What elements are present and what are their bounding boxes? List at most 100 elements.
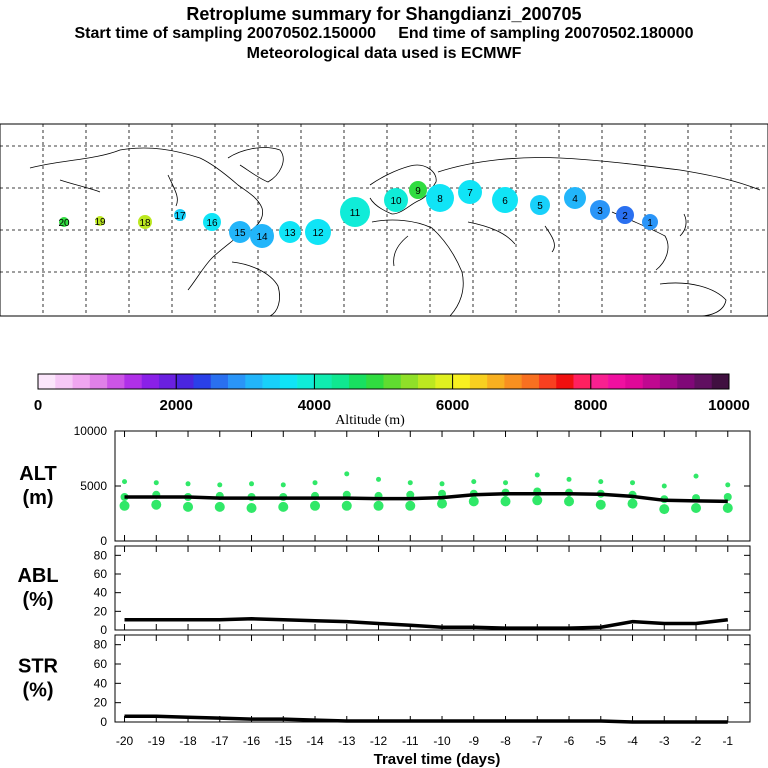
colorbar-swatch bbox=[38, 374, 56, 389]
x-tick-label: -2 bbox=[691, 734, 702, 748]
plume-day-label: 12 bbox=[312, 228, 324, 239]
alt-scatter-point bbox=[217, 482, 223, 488]
abl-series-line bbox=[124, 617, 729, 630]
alt-scatter-point bbox=[153, 480, 159, 486]
alt-scatter-point bbox=[595, 499, 606, 510]
alt-scatter-point bbox=[376, 476, 382, 482]
plume-day-label: 3 bbox=[597, 206, 603, 217]
alt-scatter-point bbox=[278, 501, 289, 512]
alt-scatter-point bbox=[280, 482, 286, 488]
alt-axis-label: (m) bbox=[22, 487, 53, 509]
altitude-colorbar: 0 2000 4000 6000 8000 10000 bbox=[34, 373, 750, 414]
alt-series-line bbox=[124, 491, 728, 504]
abl-y-tick-label: 40 bbox=[94, 586, 108, 600]
plume-day-label: 2 bbox=[622, 211, 628, 222]
plume-day-label: 13 bbox=[284, 228, 296, 239]
x-tick-label: -19 bbox=[148, 734, 166, 748]
alt-panel-frame bbox=[114, 430, 751, 542]
plume-day-label: 20 bbox=[58, 218, 70, 229]
plume-point bbox=[59, 217, 69, 227]
alt-scatter-point bbox=[249, 481, 255, 487]
colorbar-swatch bbox=[659, 374, 678, 389]
plume-day-label: 8 bbox=[437, 194, 443, 205]
plume-point bbox=[305, 219, 331, 245]
x-tick-label: -17 bbox=[211, 734, 229, 748]
map-panel: 20 19 18 17 16 15 14 13 12 11 10 9 8 7 6 5 4 3 2 1 bbox=[0, 123, 768, 317]
plume-point bbox=[279, 221, 301, 243]
alt-scatter-point bbox=[373, 500, 384, 511]
plume-point bbox=[95, 216, 105, 226]
alt-scatter-point bbox=[405, 500, 416, 511]
alt-scatter-point bbox=[725, 482, 731, 488]
str-y-tick-label: 80 bbox=[94, 638, 108, 652]
colorbar-tick-label: 8000 bbox=[574, 397, 607, 414]
plume-point bbox=[203, 213, 221, 231]
plume-point bbox=[340, 197, 370, 227]
colorbar-swatch bbox=[469, 374, 488, 389]
x-tick-label: -12 bbox=[370, 734, 388, 748]
colorbar-swatch bbox=[314, 374, 332, 389]
alt-scatter-point bbox=[214, 501, 225, 512]
plume-point bbox=[492, 187, 518, 213]
alt-scatter-point bbox=[471, 479, 477, 485]
alt-scatter-point bbox=[534, 472, 540, 478]
plume-point bbox=[530, 195, 550, 215]
coast-australia bbox=[659, 282, 727, 317]
str-y-tick-label: 0 bbox=[100, 715, 107, 729]
alt-scatter-point bbox=[691, 503, 702, 513]
plume-track: 20 19 18 17 16 15 14 13 12 11 10 9 8 7 6 5 4 3 2 1 bbox=[58, 180, 658, 248]
coast-japan bbox=[679, 213, 687, 237]
sampling-times: Start time of sampling 20070502.150000 E… bbox=[74, 25, 694, 42]
colorbar-swatch bbox=[383, 374, 402, 389]
colorbar-swatch bbox=[348, 374, 367, 389]
alt-axis-label: ALT bbox=[19, 463, 56, 485]
colorbar-swatch bbox=[538, 374, 557, 389]
colorbar-swatch bbox=[694, 374, 713, 389]
abl-y-tick-label: 0 bbox=[100, 623, 107, 637]
colorbar-swatch bbox=[590, 374, 609, 389]
colorbar-label: Altitude (m) bbox=[335, 413, 405, 428]
alt-scatter-point bbox=[723, 493, 732, 501]
x-tick-label: -16 bbox=[243, 734, 261, 748]
x-tick-label: -20 bbox=[116, 734, 134, 748]
colorbar-swatch bbox=[608, 374, 626, 389]
plume-point bbox=[138, 215, 152, 229]
str-series-line bbox=[124, 714, 728, 724]
colorbar-swatch bbox=[210, 374, 229, 389]
colorbar-tick-label: 4000 bbox=[298, 397, 331, 414]
colorbar-swatch bbox=[72, 374, 91, 389]
str-y-tick-label: 40 bbox=[94, 676, 108, 690]
coast-south-america bbox=[231, 261, 280, 317]
plume-day-label: 15 bbox=[234, 228, 246, 239]
colorbar-swatch bbox=[677, 374, 695, 389]
x-tick-label: -13 bbox=[338, 734, 356, 748]
plume-point bbox=[229, 221, 251, 243]
plume-day-label: 5 bbox=[537, 201, 543, 212]
map-gridlines bbox=[0, 124, 768, 316]
coast-greenland bbox=[227, 147, 284, 183]
colorbar-swatch bbox=[158, 374, 177, 389]
abl-y-tick-label: 80 bbox=[94, 548, 108, 562]
alt-scatter-point bbox=[341, 500, 352, 511]
colorbar-swatch bbox=[418, 374, 436, 389]
plume-point bbox=[426, 184, 454, 212]
coastlines bbox=[29, 147, 761, 317]
x-axis-label: Travel time (days) bbox=[374, 751, 501, 768]
abl-panel-frame bbox=[114, 545, 751, 631]
colorbar-tick-label: 10000 bbox=[708, 397, 750, 414]
colorbar-swatch bbox=[504, 374, 522, 389]
colorbar-swatch bbox=[228, 374, 246, 389]
colorbar-swatch bbox=[141, 374, 160, 389]
colorbar-swatch bbox=[642, 374, 661, 389]
plume-day-label: 6 bbox=[502, 196, 508, 207]
alt-scatter-point bbox=[119, 500, 130, 511]
alt-scatter-point bbox=[246, 503, 257, 513]
plume-day-label: 14 bbox=[256, 232, 268, 243]
colorbar-swatch bbox=[521, 374, 540, 389]
x-tick-label: -15 bbox=[275, 734, 293, 748]
alt-scatter-point bbox=[503, 480, 509, 486]
coast-africa bbox=[371, 219, 464, 317]
colorbar-swatch bbox=[331, 374, 350, 389]
x-tick-label: -9 bbox=[468, 734, 479, 748]
alt-scatter-point bbox=[722, 503, 733, 513]
